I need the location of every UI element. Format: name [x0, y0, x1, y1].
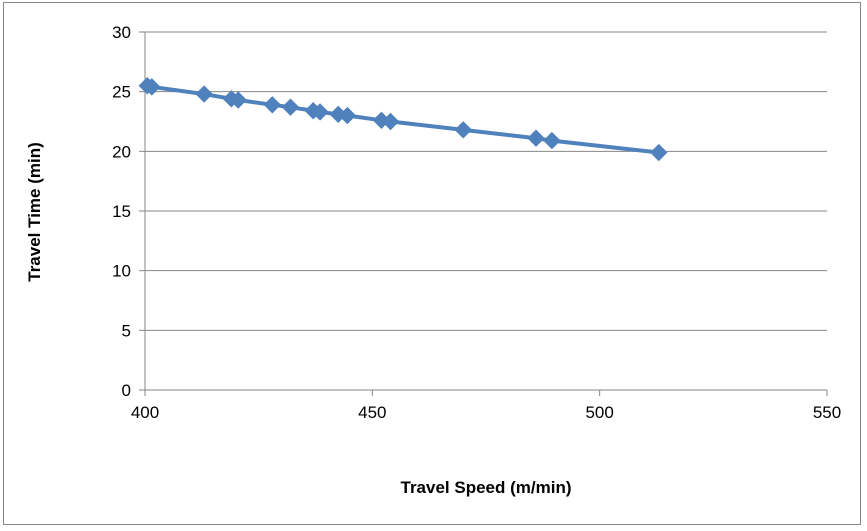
data-point	[381, 112, 400, 131]
series-line	[146, 83, 659, 155]
x-tick-label-550: 550	[813, 403, 841, 422]
data-point	[143, 78, 161, 96]
y-tick-label-20: 20	[112, 142, 131, 161]
y-tick-label-5: 5	[122, 321, 131, 340]
data-point	[454, 121, 472, 139]
y-tick-label-15: 15	[112, 202, 131, 221]
x-tick-labels: 400 450 500 550	[131, 403, 841, 422]
data-point	[543, 131, 561, 150]
y-axis-title: Travel Time (min)	[25, 142, 44, 282]
data-point	[650, 143, 668, 162]
data-point	[195, 85, 213, 103]
x-tick-label-500: 500	[585, 403, 613, 422]
y-tick-label-30: 30	[112, 23, 131, 42]
axes	[139, 31, 828, 396]
data-point	[229, 91, 247, 109]
data-point	[338, 106, 357, 125]
data-point	[263, 96, 282, 114]
y-tick-label-0: 0	[122, 381, 131, 400]
x-axis-title: Travel Speed (m/min)	[401, 478, 572, 497]
gridlines	[145, 31, 827, 331]
y-tick-label-25: 25	[112, 83, 131, 102]
y-tick-labels: 0 5 10 15 20 25 30	[112, 23, 131, 400]
data-point	[527, 129, 545, 147]
y-tick-label-10: 10	[112, 262, 131, 281]
x-tick-label-400: 400	[131, 403, 159, 422]
x-tick-label-450: 450	[358, 403, 386, 422]
series-group	[138, 76, 668, 162]
data-point	[281, 98, 300, 116]
data-point	[311, 103, 329, 121]
